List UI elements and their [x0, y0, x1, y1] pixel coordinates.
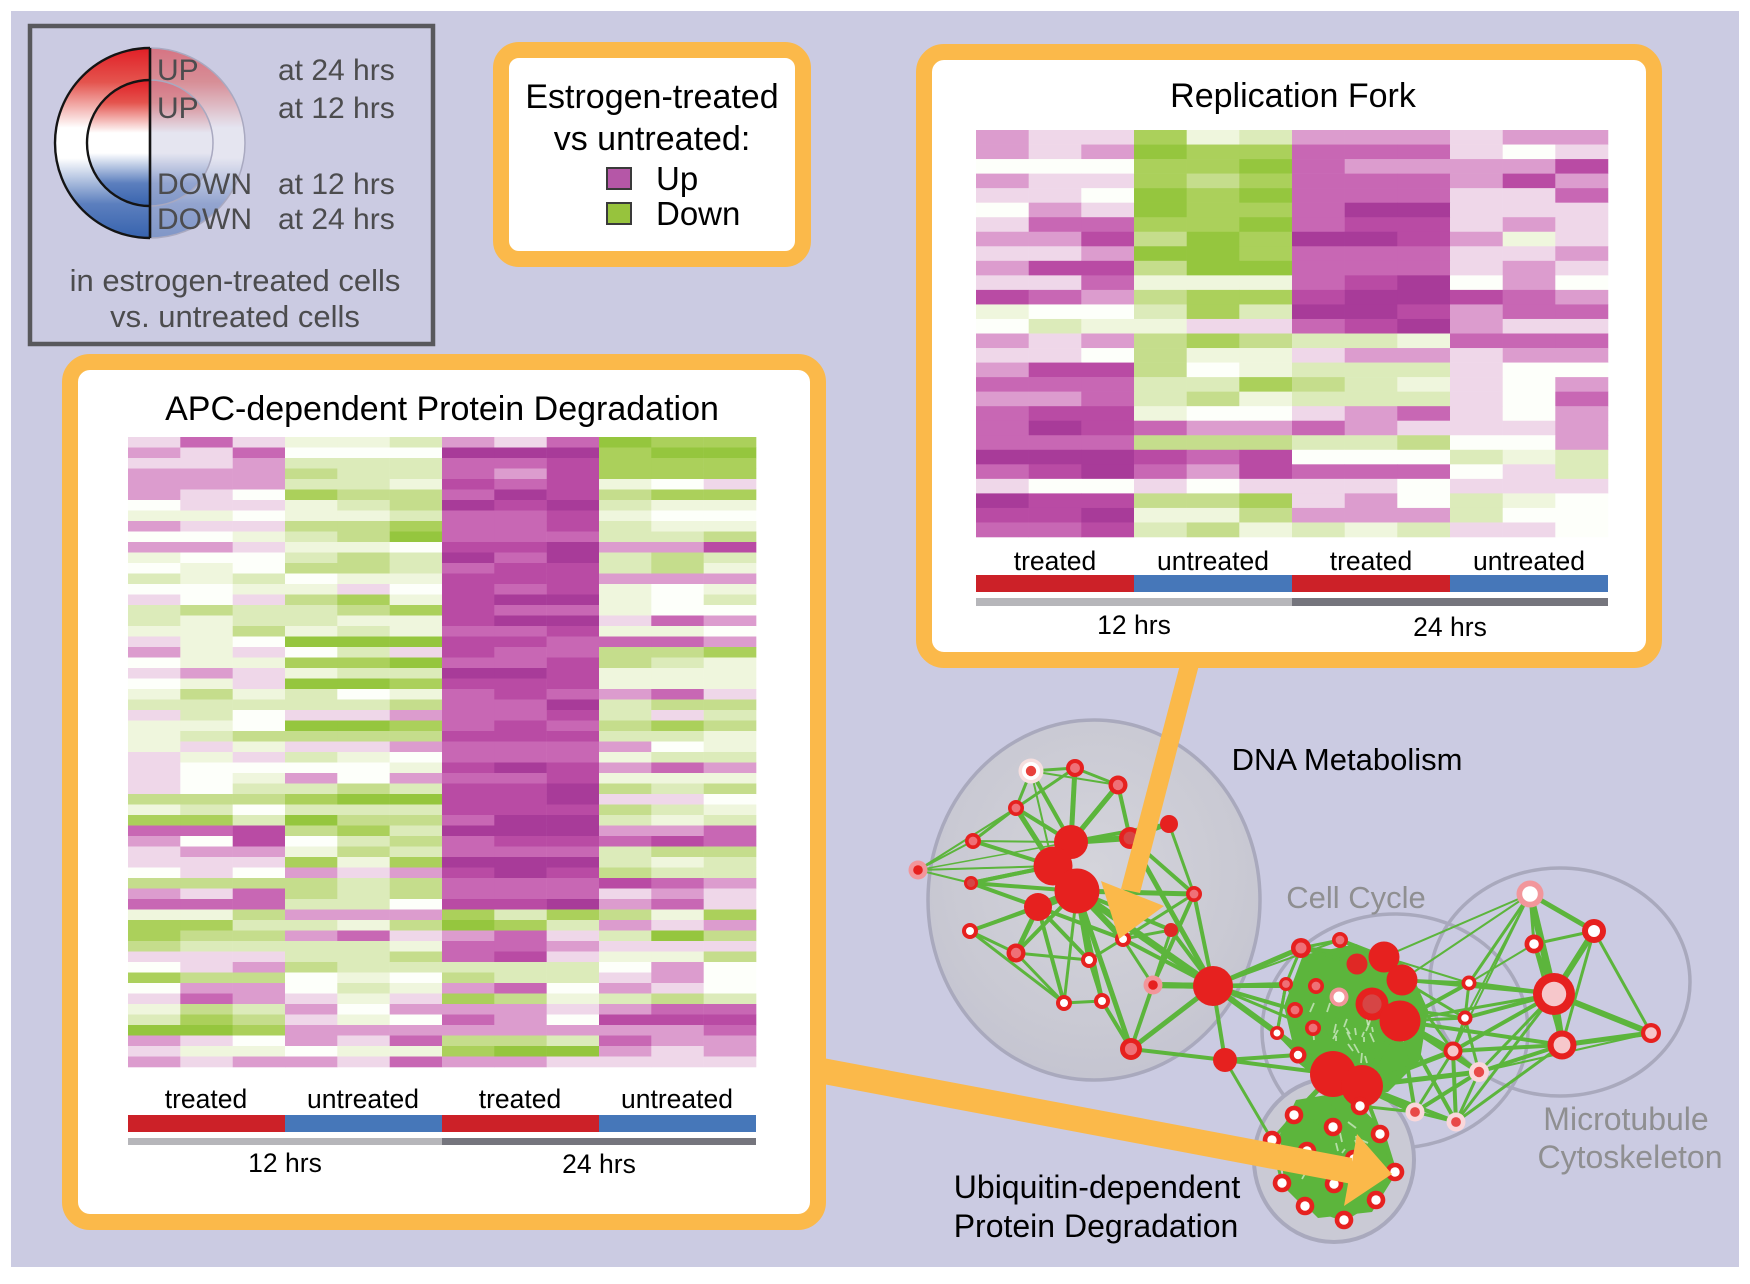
svg-text:at 24 hrs: at 24 hrs	[278, 54, 395, 87]
svg-text:in estrogen-treated cells: in estrogen-treated cells	[70, 263, 401, 298]
svg-text:untreated: untreated	[1473, 546, 1585, 576]
svg-text:UP: UP	[157, 92, 199, 125]
svg-text:DOWN: DOWN	[157, 203, 252, 236]
svg-text:untreated: untreated	[307, 1084, 419, 1114]
svg-text:treated: treated	[479, 1084, 562, 1114]
svg-text:Microtubule: Microtubule	[1543, 1101, 1708, 1137]
svg-text:DOWN: DOWN	[157, 168, 252, 201]
svg-text:12 hrs: 12 hrs	[248, 1148, 322, 1178]
svg-text:Up: Up	[656, 160, 698, 197]
svg-text:treated: treated	[1330, 546, 1413, 576]
svg-text:Estrogen-treated: Estrogen-treated	[525, 78, 778, 116]
svg-text:untreated: untreated	[621, 1084, 733, 1114]
svg-text:DNA Metabolism: DNA Metabolism	[1232, 742, 1463, 777]
svg-text:12 hrs: 12 hrs	[1097, 610, 1171, 640]
svg-text:24 hrs: 24 hrs	[562, 1149, 636, 1179]
svg-text:Cytoskeleton: Cytoskeleton	[1538, 1139, 1723, 1175]
svg-text:Ubiquitin-dependent: Ubiquitin-dependent	[954, 1169, 1241, 1205]
svg-text:24 hrs: 24 hrs	[1413, 612, 1487, 642]
svg-text:Protein Degradation: Protein Degradation	[954, 1208, 1239, 1244]
svg-text:untreated: untreated	[1157, 546, 1269, 576]
svg-text:vs. untreated cells: vs. untreated cells	[110, 299, 360, 334]
svg-text:Down: Down	[656, 195, 740, 232]
svg-text:at 12 hrs: at 12 hrs	[278, 168, 395, 201]
svg-text:UP: UP	[157, 54, 199, 87]
svg-text:treated: treated	[1014, 546, 1097, 576]
svg-text:at 12 hrs: at 12 hrs	[278, 92, 395, 125]
svg-text:at 24 hrs: at 24 hrs	[278, 203, 395, 236]
svg-text:Cell Cycle: Cell Cycle	[1286, 880, 1426, 915]
svg-text:APC-dependent Protein Degradat: APC-dependent Protein Degradation	[165, 390, 719, 428]
svg-text:vs untreated:: vs untreated:	[554, 120, 751, 158]
svg-text:Replication Fork: Replication Fork	[1170, 77, 1417, 115]
svg-text:treated: treated	[165, 1084, 248, 1114]
